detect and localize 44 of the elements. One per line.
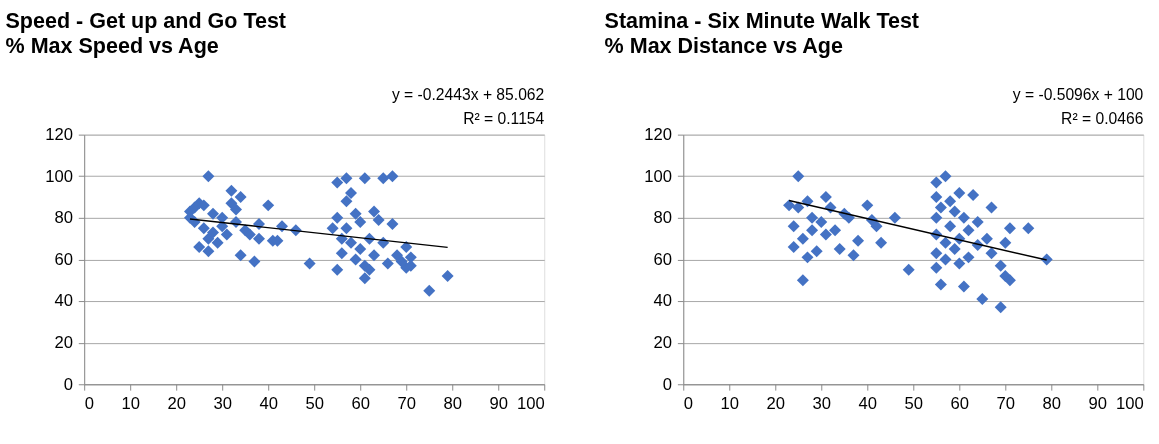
y-tick-label: 40 [54,291,73,311]
y-tick-label: 100 [45,166,73,186]
x-tick-label: 10 [121,394,140,414]
x-tick-label: 100 [1116,394,1144,414]
y-tick-label: 20 [54,333,73,353]
x-tick-label: 30 [812,394,832,414]
y-tick-label: 40 [653,291,672,311]
x-tick-label: 0 [683,394,693,414]
chart-subtitle: % Max Distance vs Age [604,34,843,59]
text: R² = 0.1154 [463,109,545,127]
x-tick-label: 70 [397,394,416,414]
chart-title: Stamina - Six Minute Walk Test [604,8,920,33]
y-tick-label: 0 [63,374,73,394]
y-tick-label: 60 [653,249,672,269]
y-tick-label: 120 [45,125,73,145]
text: y = -0.5096x + 100 [1012,86,1144,104]
y-tick-label: 0 [662,374,672,394]
y-tick-label: 80 [653,208,672,228]
x-tick-label: 30 [213,394,232,414]
y-tick-label: 60 [54,249,73,269]
x-tick-label: 50 [904,394,924,414]
x-tick-label: 0 [84,394,94,414]
chart-title: Speed - Get up and Go Test [5,8,287,33]
x-tick-label: 10 [720,394,740,414]
x-tick-label: 40 [259,394,278,414]
x-tick-label: 80 [443,394,462,414]
x-tick-label: 90 [489,394,508,414]
x-tick-label: 40 [858,394,878,414]
text: y = -0.2443x + 85.062 [391,86,545,104]
x-tick-label: 60 [950,394,970,414]
x-tick-label: 100 [517,394,545,414]
y-tick-label: 20 [653,333,672,353]
y-tick-label: 100 [644,166,672,186]
x-tick-label: 60 [351,394,370,414]
x-tick-label: 20 [766,394,786,414]
x-tick-label: 80 [1042,394,1062,414]
x-tick-label: 90 [1088,394,1108,414]
y-tick-label: 120 [644,125,672,145]
x-tick-label: 20 [167,394,186,414]
x-tick-label: 70 [996,394,1016,414]
text: R² = 0.0466 [1061,109,1144,127]
x-tick-label: 50 [305,394,324,414]
chart-subtitle: % Max Speed vs Age [5,34,219,59]
y-tick-label: 80 [54,208,73,228]
